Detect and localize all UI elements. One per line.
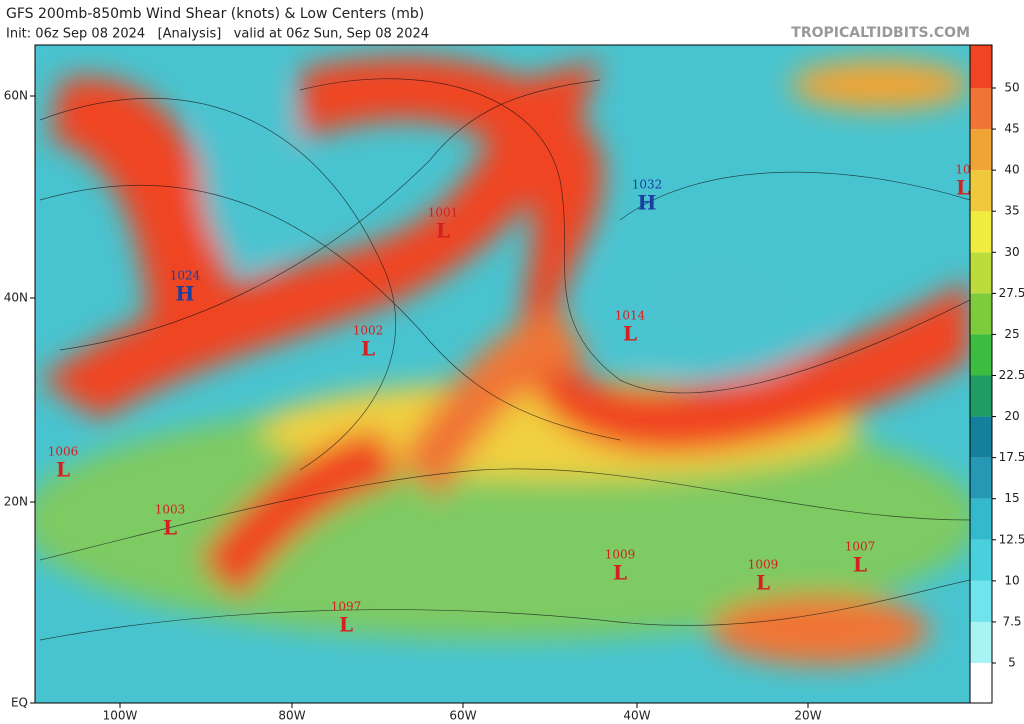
center-letter: L — [956, 176, 970, 200]
center-letter: L — [756, 571, 770, 595]
center-pressure: 1024 — [170, 269, 201, 283]
center-pressure: 1097 — [331, 600, 362, 614]
colorbar-label: 20 — [1004, 409, 1019, 423]
colorbar-swatch — [970, 375, 992, 417]
center-pressure: 1001 — [428, 206, 459, 220]
center-pressure: 1032 — [632, 178, 663, 192]
map — [35, 45, 970, 703]
lon-label: 60W — [449, 709, 476, 723]
colorbar-label: 25 — [1004, 327, 1019, 341]
center-letter: L — [623, 322, 637, 346]
center-letter: L — [853, 553, 867, 577]
colorbar-label: 30 — [1004, 245, 1019, 259]
lat-label: 20N — [4, 495, 28, 509]
lon-label: 20W — [794, 709, 821, 723]
colorbar-swatch — [970, 88, 992, 130]
center-pressure: 10 — [955, 163, 970, 177]
colorbar-swatch — [970, 457, 992, 499]
center-letter: H — [638, 191, 657, 215]
colorbar-swatch — [970, 580, 992, 622]
colorbar-label: 27.5 — [999, 286, 1024, 300]
colorbar-label: 7.5 — [1002, 614, 1021, 628]
colorbar-swatch — [970, 621, 992, 663]
colorbar-swatch — [970, 211, 992, 253]
center-pressure: 1009 — [605, 548, 636, 562]
colorbar-label: 15 — [1004, 491, 1019, 505]
center-pressure: 1009 — [748, 558, 779, 572]
lat-label: 40N — [4, 291, 28, 305]
colorbar-swatch — [970, 539, 992, 581]
center-letter: L — [361, 337, 375, 361]
lon-label: 40W — [623, 709, 650, 723]
lat-label: 60N — [4, 89, 28, 103]
lon-label: 100W — [103, 709, 138, 723]
colorbar-label: 40 — [1004, 163, 1019, 177]
colorbar-swatch — [970, 293, 992, 335]
center-letter: L — [56, 458, 70, 482]
center-letter: H — [176, 282, 195, 306]
colorbar-label: 10 — [1004, 573, 1019, 587]
center-pressure: 1014 — [615, 309, 646, 323]
colorbar-label: 22.5 — [999, 368, 1024, 382]
subtitle: Init: 06z Sep 08 2024 [Analysis] valid a… — [6, 27, 429, 42]
center-pressure: 1003 — [155, 503, 186, 517]
colorbar-label: 5 — [1008, 656, 1016, 670]
center-pressure: 1002 — [353, 324, 384, 338]
site: TROPICALTIDBITS.COM — [791, 25, 970, 41]
center-pressure: 1007 — [845, 540, 876, 554]
colorbar-swatch — [970, 498, 992, 540]
lon-label: 80W — [278, 709, 305, 723]
colorbar-swatch — [970, 416, 992, 458]
colorbar-label: 12.5 — [999, 532, 1024, 546]
colorbar-swatch — [970, 663, 992, 703]
center-letter: L — [163, 516, 177, 540]
center-pressure: 1006 — [48, 445, 79, 459]
colorbar-frame — [969, 44, 993, 704]
colorbar-swatch — [970, 45, 992, 88]
colorbar-swatch — [970, 252, 992, 294]
center-letter: L — [436, 219, 450, 243]
center-letter: L — [339, 613, 353, 637]
colorbar-label: 17.5 — [999, 450, 1024, 464]
colorbar-label: 35 — [1004, 204, 1019, 218]
colorbar-swatch — [970, 170, 992, 212]
colorbar-swatch — [970, 334, 992, 376]
center-letter: L — [613, 561, 627, 585]
colorbar-label: 45 — [1004, 122, 1019, 136]
colorbar-label: 50 — [1004, 81, 1019, 95]
title: GFS 200mb-850mb Wind Shear (knots) & Low… — [6, 6, 424, 22]
lat-label: EQ — [11, 696, 28, 710]
colorbar-swatch — [970, 129, 992, 171]
